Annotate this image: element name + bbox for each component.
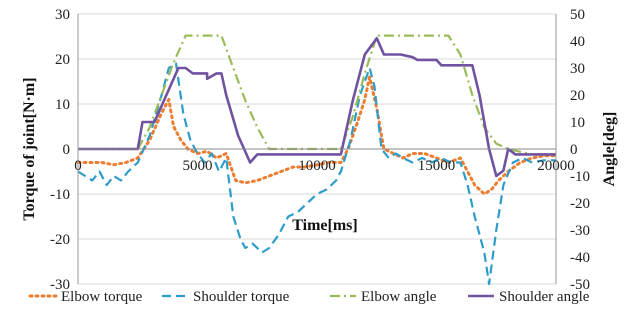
y-left-tick-label: 0: [63, 142, 71, 158]
y-right-tick-label: -20: [570, 196, 590, 212]
legend: Elbow torque Shoulder torque Elbow angle Sh…: [28, 289, 590, 305]
y-left-tick-label: 10: [55, 97, 70, 113]
y-left-tick-label: -10: [50, 187, 70, 203]
x-tick-label: 20000: [537, 158, 575, 174]
y-right-tick-label: -30: [570, 223, 590, 239]
legend-label: Shoulder torque: [193, 289, 290, 305]
y-right-tick-label: 0: [570, 142, 578, 158]
y-right-tick-label: 20: [570, 88, 585, 104]
y-right-tick-label: 30: [570, 61, 585, 77]
x-tick-label: 0: [74, 158, 82, 174]
y-left-axis-title: Torque of joint[N·m]: [21, 77, 38, 220]
legend-label: Elbow angle: [361, 289, 437, 305]
y-left-tick-label: -30: [50, 277, 70, 293]
y-right-tick-label: 50: [570, 7, 585, 23]
legend-label: Shoulder angle: [499, 289, 590, 305]
x-axis-title: Time[ms]: [292, 217, 357, 234]
series-line-shoulder-angle: [78, 36, 556, 178]
x-tick-label: 10000: [298, 158, 336, 174]
y-right-tick-label: -50: [570, 277, 590, 293]
y-right-axis-title: Angle[deg]: [601, 112, 618, 187]
y-right-tick-label: 40: [570, 34, 585, 50]
axes: 0 5000 10000 15000 20000-30-20-100102030-50-…: [21, 7, 618, 293]
y-right-tick-label: -40: [570, 250, 590, 266]
y-left-tick-label: -20: [50, 232, 70, 248]
x-tick-label: 5000: [183, 158, 213, 174]
series-line-elbow-torque: [76, 75, 558, 196]
y-left-tick-label: 20: [55, 52, 70, 68]
y-right-tick-label: 10: [570, 115, 585, 131]
x-tick-label: 15000: [418, 158, 456, 174]
y-right-tick-label: -10: [570, 169, 590, 185]
y-left-tick-label: 30: [55, 7, 70, 23]
legend-label: Elbow torque: [61, 289, 143, 305]
